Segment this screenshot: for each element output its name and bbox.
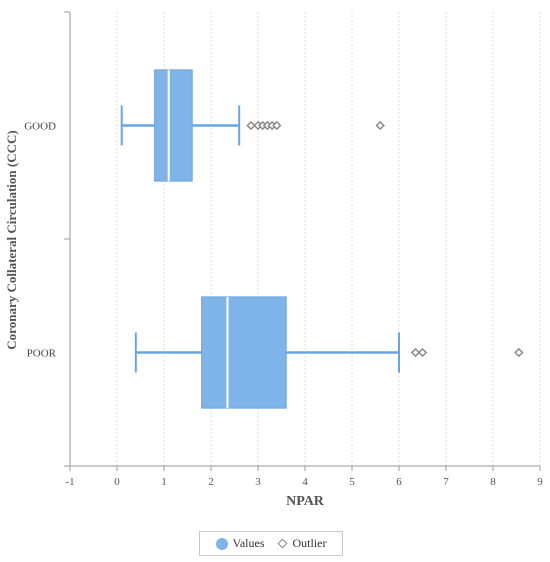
outlier-good-6 [375, 120, 385, 131]
x-tick-label-7: 7 [443, 476, 449, 488]
legend-outlier-label: Outlier [292, 536, 327, 550]
outlier-good-0 [246, 120, 256, 131]
outlier-poor-0 [410, 347, 421, 358]
x-tick-label-1: 1 [161, 476, 167, 488]
x-tick-label-5: 5 [349, 476, 355, 488]
x-tick-label-3: 3 [255, 476, 261, 488]
y-axis-category-labels: GOOD POOR [24, 121, 56, 360]
x-tick-label-0: 0 [114, 476, 120, 488]
outlier-poor-2 [514, 347, 524, 358]
x-tick-label-9: 9 [537, 476, 543, 488]
chart-legend: Values Outlier [199, 531, 343, 556]
x-axis-label: NPAR [286, 494, 325, 509]
legend-values-swatch [215, 537, 228, 550]
x-tick-label-8: 8 [490, 476, 496, 488]
chart-axes [64, 11, 541, 471]
legend-item-outlier[interactable]: Outlier [277, 536, 327, 551]
x-tick-label--1: -1 [65, 476, 74, 488]
npar-boxplot-chart: -1 0 1 2 3 4 5 6 7 8 9 GOOD POOR NPAR Coronary Coll… [4, 11, 543, 509]
outlier-good-5 [272, 120, 282, 131]
y-category-label-poor: POOR [27, 348, 57, 360]
legend-values-label: Values [232, 536, 265, 550]
x-tick-label-6: 6 [396, 476, 402, 488]
legend-item-values[interactable]: Values [215, 536, 265, 551]
y-axis-label: Coronary Collateral Circulation (CCC) [4, 130, 19, 349]
legend-outlier-swatch [277, 538, 287, 549]
boxplot-poor [134, 296, 524, 409]
outlier-poor-1 [417, 347, 428, 358]
box-good [154, 69, 193, 182]
y-category-label-good: GOOD [24, 121, 56, 133]
boxplot-good [120, 69, 385, 182]
x-tick-label-2: 2 [208, 476, 214, 488]
x-tick-label-4: 4 [302, 476, 308, 488]
x-axis-tick-labels: -1 0 1 2 3 4 5 6 7 8 9 [65, 476, 543, 488]
box-plots [120, 69, 524, 409]
vertical-grid-lines [69, 12, 541, 466]
box-poor [201, 296, 287, 409]
